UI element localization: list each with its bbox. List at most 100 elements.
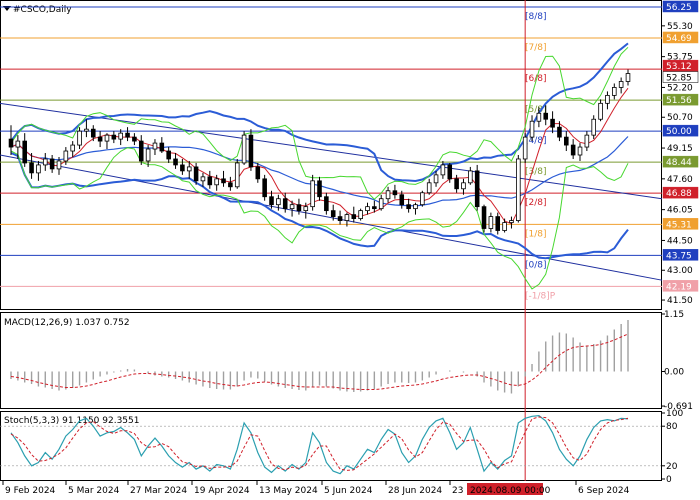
candle-body <box>77 130 82 146</box>
candle-body <box>152 142 158 150</box>
macd-panel-frame <box>0 312 662 409</box>
murrey-label: [3/8] <box>525 167 547 177</box>
candle-body <box>193 166 199 182</box>
y-tick-label: 50.70 <box>667 113 693 123</box>
candle-body <box>180 164 185 172</box>
price-tag <box>662 218 699 230</box>
stoch-y-tick-label: 20 <box>666 462 678 472</box>
candle-body <box>8 138 14 148</box>
macd-plot: 1.15 0.00 -0.691 <box>10 310 693 412</box>
price-tag-label: 56.25 <box>666 3 692 13</box>
candle-body <box>186 166 192 172</box>
candle-body <box>474 170 480 208</box>
candle-body <box>42 158 48 166</box>
macd-y-tick-label: -0.691 <box>664 402 693 412</box>
price-tag <box>662 280 699 292</box>
candle-body <box>426 182 432 194</box>
candle-body <box>97 136 103 142</box>
candle-body <box>522 136 528 160</box>
candle-body <box>282 198 288 210</box>
price-plot: [8/8] [7/8] [6/8] [5/8] [4/8] [3/8] [2/8] [1/8]… <box>0 0 663 481</box>
murrey-label: [8/8] <box>525 12 547 22</box>
candle-body <box>49 158 55 170</box>
candle-body <box>440 164 446 176</box>
stoch-y-tick-label: 100 <box>666 409 683 419</box>
candle-body <box>577 146 583 156</box>
candle-body <box>159 142 165 152</box>
candle-body <box>138 140 144 162</box>
candle-body <box>351 214 357 219</box>
candle-body <box>36 164 41 174</box>
candle-body <box>90 128 96 138</box>
candle-body <box>516 158 521 221</box>
candle-body <box>173 158 178 166</box>
murrey-label: [5/8] <box>525 105 547 115</box>
time-marker-label: 2024.08.09 00:00 <box>470 486 551 496</box>
candle-body <box>378 198 384 210</box>
candle-body <box>125 132 130 138</box>
stoch-title: Stoch(5,3,3) 91.1150 92.3551 <box>4 416 139 426</box>
channel-lower-line <box>0 154 663 281</box>
candle-body <box>618 81 624 88</box>
x-tick-label: 5 Jun 2024 <box>324 486 373 496</box>
candle-body <box>337 216 343 221</box>
candle-body <box>29 162 34 174</box>
candle-body <box>248 134 254 168</box>
candle-body <box>56 160 62 170</box>
candle-body <box>296 204 302 212</box>
candle-body <box>433 174 439 184</box>
candle-body <box>365 206 370 212</box>
bollinger-lower-band <box>10 152 629 260</box>
candle-body <box>317 180 322 198</box>
macd-signal-line <box>10 333 629 390</box>
x-tick-label: 23 <box>452 486 463 496</box>
price-tag <box>662 0 699 13</box>
price-tag-label: 45.31 <box>666 220 692 230</box>
price-tag <box>662 155 699 168</box>
price-tag <box>662 124 699 137</box>
candle-body <box>241 134 247 164</box>
channel-upper-line <box>0 102 663 200</box>
candle-body <box>166 150 171 160</box>
candle-body <box>570 144 576 156</box>
candle-body <box>228 182 233 188</box>
candle-body <box>269 196 274 206</box>
candle-body <box>543 112 549 120</box>
candle-body <box>605 94 610 104</box>
price-axis: 41.50 43.00 44.50 46.05 47.60 49.15 50.70 52.20… <box>661 0 699 306</box>
candle-body <box>358 210 363 219</box>
candle-body <box>15 140 21 148</box>
price-panel-frame <box>0 0 662 310</box>
macd-y-tick-label: 1.15 <box>664 310 684 320</box>
y-tick-label: 52.20 <box>667 83 693 93</box>
murrey-label: [7/8] <box>525 43 547 53</box>
candle-body <box>22 140 27 164</box>
y-tick-label: 55.30 <box>667 22 693 32</box>
candle-body <box>310 180 315 208</box>
y-tick-label: 46.05 <box>667 206 693 216</box>
x-tick-label: 28 Jun 2024 <box>388 486 442 496</box>
x-tick-label: 13 May 2024 <box>259 486 318 496</box>
murrey-label: [2/8] <box>525 198 547 208</box>
candle-body <box>495 216 501 231</box>
price-tag-label: 46.88 <box>666 189 692 199</box>
candle-body <box>111 134 117 140</box>
candle-body <box>447 164 453 180</box>
murrey-label: [1/8] <box>525 229 547 239</box>
candle-body <box>399 194 405 206</box>
price-tag <box>662 59 699 72</box>
price-tag-label: 53.12 <box>666 62 692 72</box>
candle-body <box>488 216 494 229</box>
candle-body <box>200 176 206 182</box>
candle-body <box>330 210 336 217</box>
candle-body <box>502 222 507 231</box>
macd-title: MACD(12,26,9) 1.037 0.752 <box>4 318 130 328</box>
candle-body <box>234 162 240 188</box>
price-tag <box>662 31 699 44</box>
murrey-label: [4/8] <box>525 136 547 146</box>
candle-body <box>509 220 514 223</box>
candle-body <box>420 192 425 206</box>
price-tag-label: 48.44 <box>666 158 692 168</box>
price-tag <box>662 249 699 261</box>
